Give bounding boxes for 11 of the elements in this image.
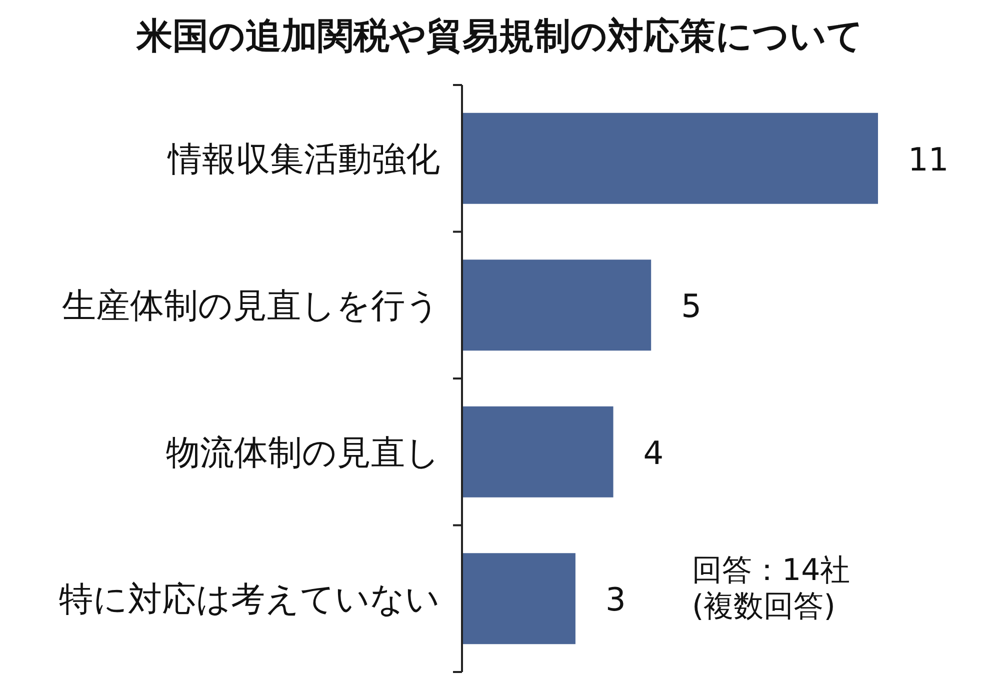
y-tick-label: 生産体制の見直しを行う	[62, 286, 440, 326]
y-tick-label: 特に対応は考えていない	[59, 580, 440, 620]
annotation: (複数回答)	[692, 589, 836, 624]
y-tick-label: 物流体制の見直し	[166, 432, 440, 473]
data-label: 3	[605, 580, 626, 619]
chart-title: 米国の追加関税や貿易規制の対応策について	[136, 16, 864, 57]
data-label: 4	[643, 434, 664, 472]
y-tick-label: 情報収集活動強化	[167, 139, 440, 180]
annotation: 回答：14社	[692, 553, 850, 588]
data-label: 5	[681, 287, 702, 326]
data-label: 11	[908, 140, 949, 178]
